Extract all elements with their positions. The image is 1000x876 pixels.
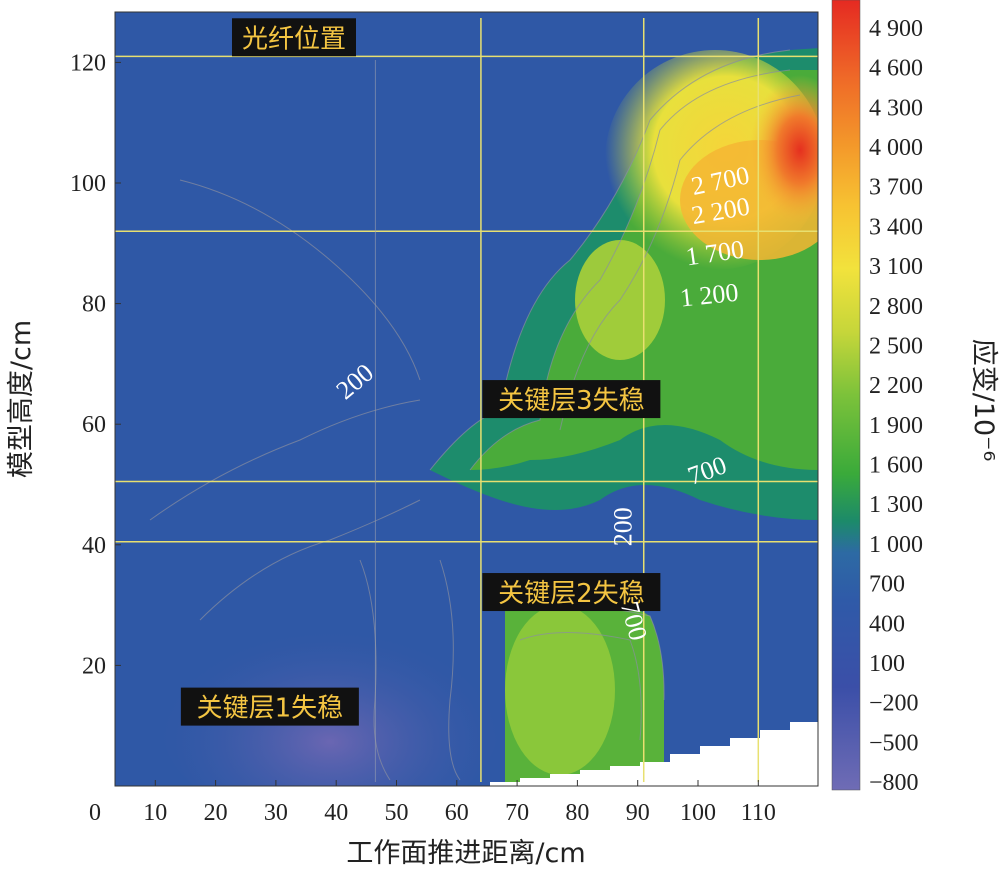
x-tick-label: 40 bbox=[324, 800, 348, 826]
x-tick-label: 50 bbox=[385, 800, 409, 826]
y-tick-label: 80 bbox=[82, 292, 106, 318]
y-tick-label: 40 bbox=[82, 533, 106, 559]
x-tick-label: 100 bbox=[680, 800, 716, 826]
x-tick-label: 0 bbox=[89, 800, 101, 826]
annotation-label: 关键层3失稳 bbox=[482, 380, 661, 419]
x-tick-label: 90 bbox=[626, 800, 650, 826]
contour-label: 200 bbox=[609, 507, 638, 546]
annotation-label: 光纤位置 bbox=[231, 18, 356, 57]
annotation-text: 关键层2失稳 bbox=[498, 579, 645, 609]
y-tick-label: 60 bbox=[82, 412, 106, 438]
y-tick-label: 120 bbox=[70, 50, 106, 76]
colorbar-tick-labels: 4 900 4 600 4 300 4 000 3 700 3 400 3 100 2 800… bbox=[869, 16, 923, 796]
y-tick-label: 100 bbox=[70, 171, 106, 197]
annotation-box bbox=[231, 18, 356, 57]
x-tick-label: 60 bbox=[445, 800, 469, 826]
colorbar-tick-label: 700 bbox=[869, 572, 905, 598]
plot-area bbox=[115, 12, 818, 786]
annotation-box bbox=[482, 573, 661, 612]
colorbar-tick-label: 1 300 bbox=[869, 492, 923, 518]
colorbar-tick-label: 3 400 bbox=[869, 214, 923, 240]
colorbar-tick-label: 4 000 bbox=[869, 135, 923, 161]
x-tick-label: 20 bbox=[204, 800, 228, 826]
x-axis-title: 工作面推进距离/cm bbox=[346, 838, 585, 869]
colorbar-tick-label: 3 100 bbox=[869, 254, 923, 280]
x-tick-label: 110 bbox=[741, 800, 776, 826]
colorbar-tick-label: −800 bbox=[869, 770, 919, 796]
colorbar-tick-label: 100 bbox=[869, 651, 905, 677]
peak-region bbox=[750, 75, 818, 225]
colorbar-tick-label: 4 600 bbox=[869, 56, 923, 82]
colorbar-title: 应变/10⁻⁶ bbox=[968, 339, 999, 462]
colorbar-tick-label: 3 700 bbox=[869, 175, 923, 201]
x-tick-label: 10 bbox=[143, 800, 167, 826]
colorbar-tick-label: 4 300 bbox=[869, 95, 923, 121]
x-tick-label: 70 bbox=[505, 800, 529, 826]
annotation-label: 关键层1失稳 bbox=[180, 687, 359, 726]
x-tick-label: 80 bbox=[565, 800, 589, 826]
annotation-box bbox=[180, 687, 359, 726]
yellow-green-lower-core bbox=[505, 605, 615, 775]
y-tick-label: 20 bbox=[82, 653, 106, 679]
colorbar-tick-label: 2 800 bbox=[869, 294, 923, 320]
annotation-text: 关键层1失稳 bbox=[197, 694, 344, 724]
colorbar-tick-label: 1 600 bbox=[869, 453, 923, 479]
colorbar-tick-label: 2 200 bbox=[869, 373, 923, 399]
y-axis-title: 模型高度/cm bbox=[6, 320, 37, 478]
contour-label: 1 200 bbox=[679, 278, 740, 313]
x-tick-label: 30 bbox=[264, 800, 288, 826]
colorbar bbox=[831, 0, 861, 791]
mined-out-area bbox=[490, 722, 818, 786]
plot-frame bbox=[114, 11, 819, 787]
annotation-label: 关键层2失稳 bbox=[482, 573, 661, 612]
colorbar-tick-label: −200 bbox=[869, 691, 919, 717]
colorbar-tick-label: 2 500 bbox=[869, 333, 923, 359]
annotation-text: 关键层3失稳 bbox=[498, 386, 645, 416]
annotation-box bbox=[482, 380, 661, 419]
colorbar-tick-label: 400 bbox=[869, 611, 905, 637]
annotation-text: 光纤位置 bbox=[242, 24, 346, 54]
colorbar-tick-label: 4 900 bbox=[869, 16, 923, 42]
colorbar-tick-label: −500 bbox=[869, 730, 919, 756]
y-tick-labels: 20 40 60 80 100 120 bbox=[70, 50, 121, 679]
colorbar-tick-label: 1 000 bbox=[869, 532, 923, 558]
colorbar-tick-label: 1 900 bbox=[869, 413, 923, 439]
x-tick-labels: 0 10 20 30 40 50 60 70 80 90 100 110 bbox=[89, 780, 776, 826]
